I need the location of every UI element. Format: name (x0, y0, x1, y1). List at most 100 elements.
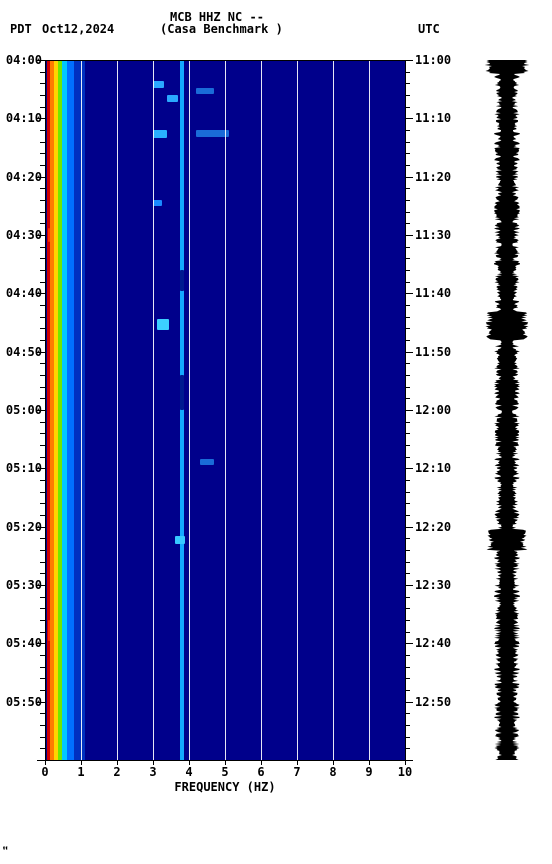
y-minor-tick (405, 247, 410, 248)
y-minor-tick (405, 328, 410, 329)
y-tick-left: 04:50 (2, 345, 42, 359)
y-minor-tick (405, 258, 410, 259)
gridline (153, 60, 154, 760)
y-minor-tick (37, 177, 45, 178)
spectral-band (74, 60, 85, 760)
spectral-band (180, 60, 184, 760)
x-tick: 4 (179, 765, 199, 779)
y-minor-tick (37, 643, 45, 644)
y-minor-tick (405, 375, 410, 376)
y-minor-tick (40, 632, 45, 633)
spectral-band (67, 60, 74, 760)
y-minor-tick (40, 340, 45, 341)
gridline (261, 60, 262, 760)
y-minor-tick (37, 760, 45, 761)
y-tick-left: 05:20 (2, 520, 42, 534)
y-minor-tick (405, 597, 410, 598)
y-minor-tick (40, 212, 45, 213)
y-minor-tick (405, 678, 410, 679)
y-minor-tick (405, 153, 410, 154)
y-tick-left: 05:30 (2, 578, 42, 592)
x-tick: 2 (107, 765, 127, 779)
y-minor-tick (405, 713, 410, 714)
gridline (81, 60, 82, 760)
y-minor-tick (405, 468, 413, 469)
y-minor-tick (40, 550, 45, 551)
y-minor-tick (405, 492, 410, 493)
y-minor-tick (405, 72, 410, 73)
y-tick-right: 11:00 (415, 53, 455, 67)
y-minor-tick (40, 608, 45, 609)
y-minor-tick (405, 527, 413, 528)
y-minor-tick (405, 760, 413, 761)
y-minor-tick (405, 410, 413, 411)
spectrogram-canvas (45, 60, 405, 760)
date-label: Oct12,2024 (42, 22, 114, 36)
y-minor-tick (40, 223, 45, 224)
y-minor-tick (40, 597, 45, 598)
y-minor-tick (405, 550, 410, 551)
y-minor-tick (405, 387, 410, 388)
y-minor-tick (40, 72, 45, 73)
y-minor-tick (40, 748, 45, 749)
y-minor-tick (40, 107, 45, 108)
y-minor-tick (37, 468, 45, 469)
y-minor-tick (405, 142, 410, 143)
y-minor-tick (40, 620, 45, 621)
y-minor-tick (40, 142, 45, 143)
corner-mark: ‟ (2, 846, 8, 857)
y-minor-tick (37, 352, 45, 353)
y-minor-tick (405, 667, 410, 668)
y-minor-tick (405, 620, 410, 621)
y-minor-tick (405, 690, 410, 691)
waveform-trace (480, 60, 535, 760)
y-tick-left: 05:00 (2, 403, 42, 417)
y-minor-tick (37, 527, 45, 528)
station-line2: (Casa Benchmark ) (160, 22, 283, 36)
y-minor-tick (405, 270, 410, 271)
y-minor-tick (405, 340, 410, 341)
y-minor-tick (40, 737, 45, 738)
x-axis-label: FREQUENCY (HZ) (45, 780, 405, 794)
y-minor-tick (37, 702, 45, 703)
y-minor-tick (40, 445, 45, 446)
waveform-path (485, 60, 530, 760)
y-minor-tick (40, 375, 45, 376)
y-tick-right: 11:20 (415, 170, 455, 184)
y-tick-left: 04:40 (2, 286, 42, 300)
y-minor-tick (405, 293, 413, 294)
y-minor-tick (405, 608, 410, 609)
spectral-blob (200, 459, 214, 465)
y-minor-tick (37, 410, 45, 411)
y-minor-tick (40, 282, 45, 283)
spectral-blob (180, 375, 184, 410)
header: PDT Oct12,2024 MCB HHZ NC -- (Casa Bench… (0, 8, 552, 48)
y-minor-tick (37, 585, 45, 586)
y-tick-left: 05:40 (2, 636, 42, 650)
y-minor-tick (405, 573, 410, 574)
gridline (117, 60, 118, 760)
gridline (369, 60, 370, 760)
y-minor-tick (40, 387, 45, 388)
y-minor-tick (405, 503, 410, 504)
y-minor-tick (40, 83, 45, 84)
y-tick-right: 12:40 (415, 636, 455, 650)
y-minor-tick (405, 107, 410, 108)
x-tick: 0 (35, 765, 55, 779)
y-minor-tick (405, 282, 410, 283)
y-minor-tick (405, 60, 413, 61)
y-minor-tick (40, 247, 45, 248)
y-minor-tick (405, 655, 410, 656)
y-minor-tick (40, 655, 45, 656)
x-tick: 10 (395, 765, 415, 779)
y-minor-tick (40, 398, 45, 399)
spectral-blob (153, 81, 164, 88)
y-minor-tick (405, 643, 413, 644)
y-minor-tick (40, 515, 45, 516)
y-minor-tick (405, 702, 413, 703)
y-minor-tick (405, 188, 410, 189)
y-minor-tick (40, 433, 45, 434)
y-minor-tick (37, 60, 45, 61)
y-minor-tick (40, 153, 45, 154)
spectral-blob (157, 319, 170, 330)
